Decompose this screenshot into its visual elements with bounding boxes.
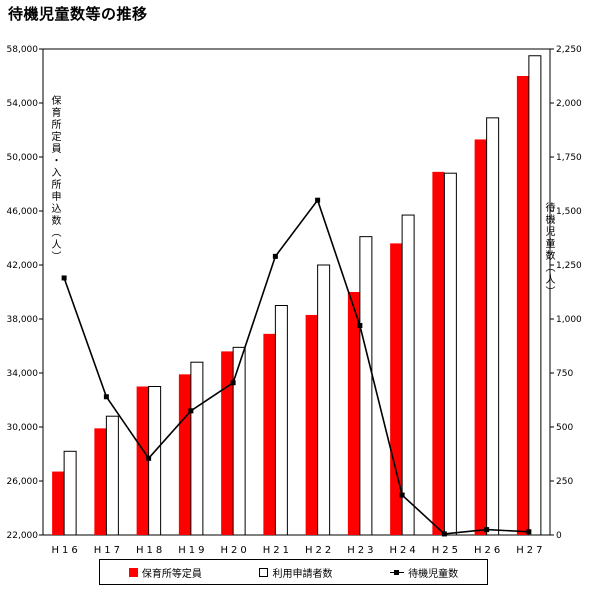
right-tick-label: 250	[556, 477, 573, 487]
bar-capacity	[52, 471, 65, 535]
left-tick-label: 50,000	[7, 153, 39, 163]
bar-capacity	[136, 386, 149, 535]
left-tick-label: 54,000	[7, 99, 39, 109]
bar-capacity	[390, 243, 403, 535]
bar-capacity	[263, 333, 276, 535]
left-axis-label: 保育所定員・入所申込数（人）	[49, 95, 60, 263]
right-axis-label: 待機児童数（人）	[543, 202, 554, 298]
waiting-line	[63, 198, 529, 535]
legend-swatch-applicants	[259, 567, 269, 577]
bar-applicants	[190, 361, 204, 536]
waiting-point	[357, 322, 363, 328]
right-tick-label: 1,000	[556, 315, 582, 325]
waiting-point	[230, 380, 236, 386]
bar-applicants	[443, 172, 457, 536]
right-tick-label: 0	[556, 531, 562, 541]
x-tick-label: H19	[178, 545, 207, 556]
bar-applicants	[528, 55, 542, 536]
legend-label-capacity: 保育所等定員	[141, 568, 202, 580]
x-tick-label: H27	[516, 545, 545, 556]
bar-applicants	[401, 214, 415, 536]
bar-applicants	[274, 305, 288, 536]
waiting-point	[61, 275, 67, 281]
bar-capacity	[432, 171, 445, 535]
right-tick-label: 2,250	[556, 45, 582, 55]
left-tick-label: 34,000	[7, 369, 39, 379]
legend: 保育所等定員 利用申請者数 待機児童数	[99, 559, 488, 585]
x-tick-label: H22	[305, 545, 334, 556]
legend-swatch-waiting	[390, 568, 405, 577]
right-tick-label: 1,750	[556, 153, 582, 163]
x-tick-label: H26	[474, 545, 503, 556]
left-tick-label: 22,000	[7, 531, 39, 541]
x-tick-label: H21	[263, 545, 292, 556]
x-tick-label: H16	[52, 545, 81, 556]
waiting-point	[146, 455, 152, 461]
left-tick-label: 26,000	[7, 477, 39, 487]
right-tick-label: 1,250	[556, 261, 582, 271]
legend-item-waiting: 待機児童数	[390, 565, 458, 580]
waiting-point	[441, 531, 447, 537]
bar-capacity	[221, 351, 234, 535]
x-tick-label: H18	[136, 545, 165, 556]
bar-applicants	[317, 264, 331, 536]
legend-label-applicants: 利用申請者数	[272, 568, 333, 580]
legend-label-waiting: 待機児童数	[408, 568, 459, 580]
bar-applicants	[359, 236, 373, 536]
waiting-point	[526, 529, 532, 535]
waiting-point	[484, 527, 490, 533]
bar-applicants	[232, 346, 246, 536]
bar-capacity	[94, 428, 107, 535]
right-tick-label: 500	[556, 423, 573, 433]
legend-swatch-capacity	[128, 567, 138, 577]
bar-capacity	[305, 314, 318, 535]
left-tick-label: 38,000	[7, 315, 39, 325]
x-tick-label: H17	[94, 545, 123, 556]
left-tick-label: 42,000	[7, 261, 39, 271]
x-tick-label: H24	[390, 545, 419, 556]
left-tick-label: 30,000	[7, 423, 39, 433]
bar-applicants	[486, 117, 500, 536]
waiting-point	[399, 492, 405, 498]
bar-capacity	[474, 139, 487, 535]
legend-item-capacity: 保育所等定員	[128, 565, 202, 580]
waiting-point	[315, 197, 321, 203]
left-tick-label: 46,000	[7, 207, 39, 217]
x-tick-label: H25	[432, 545, 461, 556]
waiting-point	[272, 253, 278, 259]
waiting-point	[103, 394, 109, 400]
right-tick-label: 750	[556, 369, 573, 379]
x-tick-label: H23	[347, 545, 376, 556]
plot-frame	[42, 48, 551, 536]
chart-title: 待機児童数等の推移	[8, 5, 148, 23]
bar-capacity	[516, 76, 529, 535]
bar-capacity	[178, 374, 191, 535]
right-tick-label: 2,000	[556, 99, 582, 109]
waiting-point	[188, 408, 194, 414]
bar-capacity	[347, 292, 360, 535]
right-tick-label: 1,500	[556, 207, 582, 217]
legend-item-applicants: 利用申請者数	[259, 565, 332, 580]
bar-applicants	[105, 415, 119, 536]
left-tick-label: 58,000	[7, 45, 39, 55]
bar-applicants	[63, 450, 77, 536]
x-tick-label: H20	[221, 545, 250, 556]
